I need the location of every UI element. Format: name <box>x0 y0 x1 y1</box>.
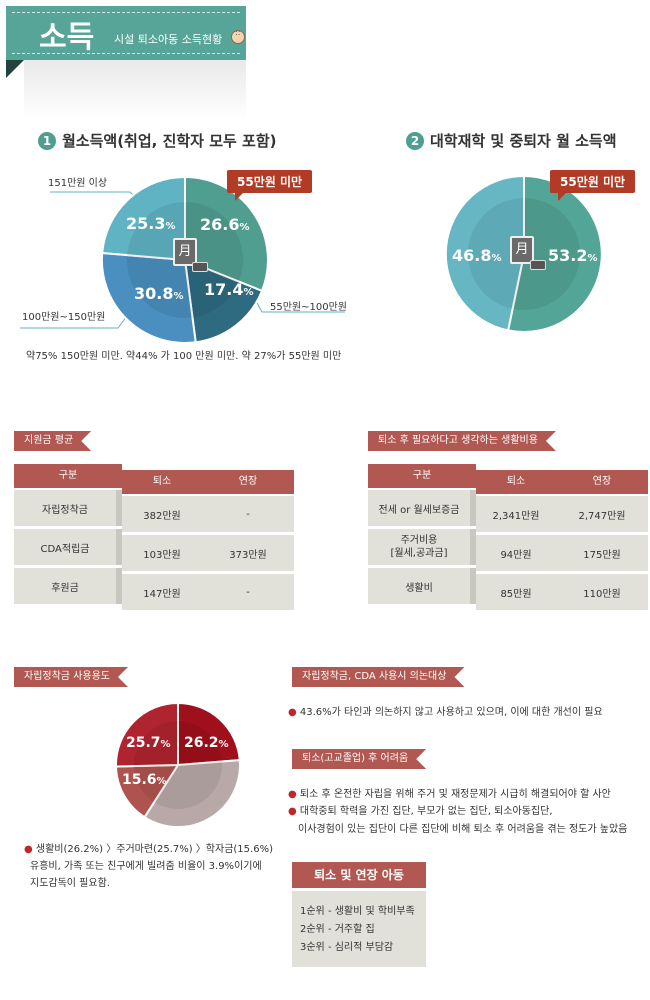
usage-line: 유흥비, 가족 또는 친구에게 빌려줌 비율이 3.9%이기에 <box>30 861 262 872</box>
ranking-list: 1순위 - 생활비 및 학비부족 2순위 - 거주할 집 3순위 - 심리적 부… <box>292 891 426 967</box>
row-label: 후원금 <box>14 568 122 604</box>
cell-leave: 94만원 <box>476 535 556 571</box>
usage-bullet: ● 생활비(26.2%) 〉주거마련(25.7%) 〉학자금(15.6%) <box>24 844 273 855</box>
header-shadow <box>24 60 246 120</box>
income-note: 약75% 150만원 미만. 약44% 가 100 만원 미만. 약 27%가 … <box>26 351 342 362</box>
section2-title: 2 대학재학 및 중퇴자 월 소득액 <box>406 130 617 151</box>
cell-extend: 2,747만원 <box>556 496 648 532</box>
page-subtitle: 시설 퇴소아동 소득현황 <box>114 33 223 46</box>
cell-leave: 2,341만원 <box>476 496 556 532</box>
cell-extend: - <box>202 496 294 532</box>
col-header: 퇴소 <box>476 470 556 494</box>
section2-title-text: 대학재학 및 중퇴자 월 소득액 <box>430 132 617 150</box>
callout-under55: 55만원 미만 <box>550 170 636 201</box>
bullet-dot-icon: ● <box>24 844 36 855</box>
cell-leave: 147만원 <box>122 574 202 610</box>
row-label: 전세 or 월세보증금 <box>368 490 476 526</box>
number-badge: 1 <box>38 131 56 150</box>
living-table-tag: 퇴소 후 필요하다고 생각하는 생활비용 <box>368 431 556 451</box>
number-badge: 2 <box>406 131 424 150</box>
value-under55: 26.6% <box>200 215 250 234</box>
consult-bullet: ● 43.6%가 타인과 의논하지 않고 사용하고 있으며, 이에 대한 개선이… <box>288 707 603 718</box>
ranking-item: 1순위 - 생활비 및 학비부족 <box>300 906 415 917</box>
value-living: 26.2% <box>184 735 229 751</box>
usage-line: 지도감독이 필요함. <box>30 878 110 889</box>
support-table-tag: 지원금 평균 <box>14 431 91 451</box>
col-header: 연장 <box>202 470 294 494</box>
cell-leave: 103만원 <box>122 535 202 571</box>
money-icon <box>192 262 208 272</box>
label-55-100: 55만원~100만원 <box>270 302 347 313</box>
cell-extend: - <box>202 574 294 610</box>
value-housing: 25.7% <box>126 735 171 751</box>
value-over55: 46.8% <box>452 246 502 265</box>
difficulty-bullet: ● 대학중퇴 학력을 가진 집단, 부모가 없는 집단, 퇴소아동집단, <box>288 806 553 817</box>
label-over151: 151만원 이상 <box>48 178 108 189</box>
cell-extend: 110만원 <box>556 574 648 610</box>
col-header: 연장 <box>556 470 648 494</box>
section1-title: 1 월소득액(취업, 진학자 모두 포함) <box>38 130 276 151</box>
row-label: CDA적립금 <box>14 529 122 565</box>
col-header: 퇴소 <box>122 470 202 494</box>
usage-pie-chart <box>114 701 241 828</box>
money-icon <box>530 260 546 270</box>
value-100-150: 30.8% <box>134 284 184 303</box>
university-pie-chart <box>444 174 603 333</box>
callout-under55: 55만원 미만 <box>227 170 313 201</box>
value-55-100: 17.4% <box>204 280 254 299</box>
calendar-icon: 月 <box>173 238 197 266</box>
bullet-dot-icon: ● <box>288 806 300 817</box>
row-label: 생활비 <box>368 568 476 604</box>
cell-leave: 382만원 <box>122 496 202 532</box>
page-title: 소득 <box>39 20 95 55</box>
ranking-title: 퇴소 및 연장 아동 <box>292 862 426 888</box>
ranking-item: 2순위 - 거주할 집 <box>300 924 375 935</box>
section1-title-text: 월소득액(취업, 진학자 모두 포함) <box>62 132 277 150</box>
cell-leave: 85만원 <box>476 574 556 610</box>
header-ribbon: 소득 시설 퇴소아동 소득현황 <box>6 6 246 60</box>
ranking-item: 3순위 - 심리적 부담감 <box>300 942 394 953</box>
value-tuition: 15.6% <box>122 772 167 788</box>
row-label: 주거비용 [월세,공과금] <box>368 529 476 565</box>
ribbon-fold <box>6 60 24 78</box>
difficulty-bullet: ● 퇴소 후 온전한 자립을 위해 주거 및 재정문제가 시급히 해결되어야 할… <box>288 789 611 800</box>
usage-tag: 자립정착금 사용용도 <box>14 667 128 687</box>
consult-tag: 자립정착금, CDA 사용시 의논대상 <box>292 667 464 687</box>
value-under55: 53.2% <box>548 246 598 265</box>
bullet-dot-icon: ● <box>288 707 300 718</box>
difficulty-bullet-cont: 이사경험이 있는 집단이 다른 집단에 비해 퇴소 후 어려움을 겪는 정도가 … <box>298 824 628 835</box>
col-header: 구분 <box>368 464 476 488</box>
difficulty-tag: 퇴소(고교졸업) 후 어려움 <box>292 749 426 769</box>
value-over151: 25.3% <box>126 214 176 233</box>
cell-extend: 373만원 <box>202 535 294 571</box>
calendar-icon: 月 <box>510 236 534 264</box>
col-header: 구분 <box>14 464 122 488</box>
button-icon <box>231 28 245 44</box>
label-100-150: 100만원~150만원 <box>22 312 106 323</box>
cell-extend: 175만원 <box>556 535 648 571</box>
row-label: 자립정착금 <box>14 490 122 526</box>
bullet-dot-icon: ● <box>288 789 300 800</box>
